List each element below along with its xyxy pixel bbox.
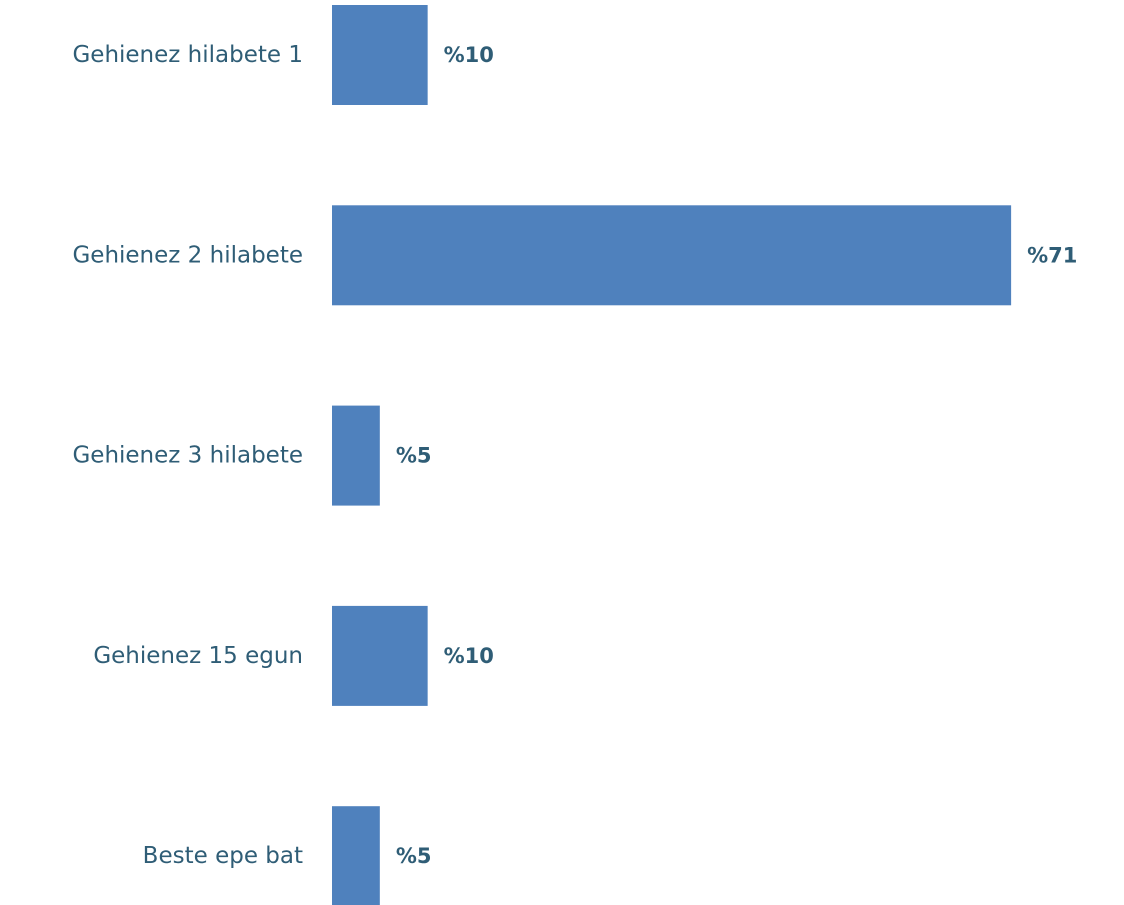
bar: [332, 5, 428, 105]
category-label: Beste epe bat: [143, 843, 303, 869]
category-label: Gehienez 3 hilabete: [72, 443, 303, 469]
bar: [332, 205, 1012, 306]
category-label: Gehienez 2 hilabete: [72, 242, 303, 268]
category-label: Gehienez 15 egun: [93, 643, 303, 669]
data-label: %71: [1027, 243, 1077, 267]
data-label: %10: [444, 644, 494, 668]
data-label: %5: [396, 444, 432, 468]
data-label: %10: [444, 43, 494, 67]
bar: [332, 806, 380, 905]
bar: [332, 405, 380, 506]
data-label: %5: [396, 844, 432, 868]
category-label: Gehienez hilabete 1: [72, 42, 303, 68]
bar: [332, 605, 428, 706]
